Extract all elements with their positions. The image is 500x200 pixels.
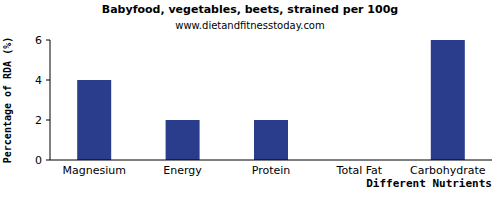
- x-tick-label: Magnesium: [62, 164, 125, 177]
- bar: [254, 120, 288, 160]
- y-tick: [46, 120, 50, 121]
- y-tick: [46, 160, 50, 161]
- subtitle: www.dietandfitnesstoday.com: [175, 20, 324, 31]
- chart-svg: Babyfood, vegetables, beets, strained pe…: [0, 0, 500, 200]
- x-axis-line: [50, 160, 492, 161]
- y-axis-label: Percentage of RDA (%): [2, 37, 13, 163]
- x-tick-label: Energy: [163, 164, 202, 177]
- y-tick-label: 4: [35, 74, 42, 87]
- chart-container: Babyfood, vegetables, beets, strained pe…: [0, 0, 500, 200]
- y-axis-line: [50, 40, 51, 160]
- bar: [166, 120, 200, 160]
- x-tick-label: Protein: [252, 164, 291, 177]
- y-tick-label: 0: [35, 154, 42, 167]
- title: Babyfood, vegetables, beets, strained pe…: [102, 3, 398, 16]
- x-tick-label: Total Fat: [336, 164, 383, 177]
- y-tick: [46, 80, 50, 81]
- x-tick-label: Carbohydrate: [410, 164, 486, 177]
- bar: [77, 80, 111, 160]
- bar: [431, 40, 465, 160]
- bars: [77, 40, 465, 160]
- y-tick-label: 2: [35, 114, 42, 127]
- y-tick-label: 6: [35, 34, 42, 47]
- y-tick: [46, 40, 50, 41]
- x-axis-label: Different Nutrients: [366, 177, 492, 190]
